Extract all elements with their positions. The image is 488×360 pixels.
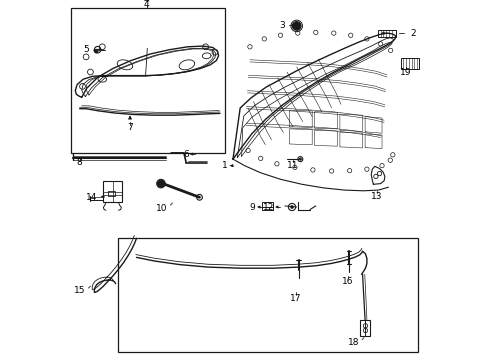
Text: 15: 15 bbox=[74, 287, 85, 295]
Text: 7: 7 bbox=[127, 123, 133, 132]
Circle shape bbox=[290, 206, 293, 208]
Text: 11: 11 bbox=[287, 161, 298, 170]
Text: 16: 16 bbox=[342, 277, 353, 286]
Bar bbox=[71, 8, 224, 153]
Bar bbox=[261, 202, 272, 210]
Text: 4: 4 bbox=[143, 0, 149, 4]
Text: 4: 4 bbox=[143, 0, 149, 9]
Text: 9: 9 bbox=[249, 202, 255, 211]
Bar bbox=[360, 320, 370, 336]
Text: 14: 14 bbox=[86, 193, 98, 202]
Text: 17: 17 bbox=[289, 294, 301, 302]
Circle shape bbox=[94, 49, 98, 53]
Bar bbox=[103, 181, 122, 202]
Circle shape bbox=[299, 158, 301, 160]
Text: 5: 5 bbox=[83, 45, 89, 54]
Text: 18: 18 bbox=[347, 338, 358, 347]
Text: 12: 12 bbox=[262, 202, 273, 211]
Bar bbox=[400, 58, 418, 69]
Text: 2: 2 bbox=[409, 29, 415, 37]
Text: 6: 6 bbox=[183, 150, 188, 158]
Bar bbox=[118, 238, 417, 352]
Bar bbox=[108, 191, 115, 196]
Text: 13: 13 bbox=[370, 192, 382, 201]
Text: 19: 19 bbox=[399, 68, 411, 77]
Text: 8: 8 bbox=[77, 158, 82, 167]
Circle shape bbox=[292, 22, 301, 30]
Bar bbox=[378, 30, 395, 37]
Text: 10: 10 bbox=[155, 204, 167, 212]
Text: 3: 3 bbox=[279, 21, 284, 30]
Text: 1: 1 bbox=[221, 161, 227, 170]
Circle shape bbox=[157, 180, 164, 187]
